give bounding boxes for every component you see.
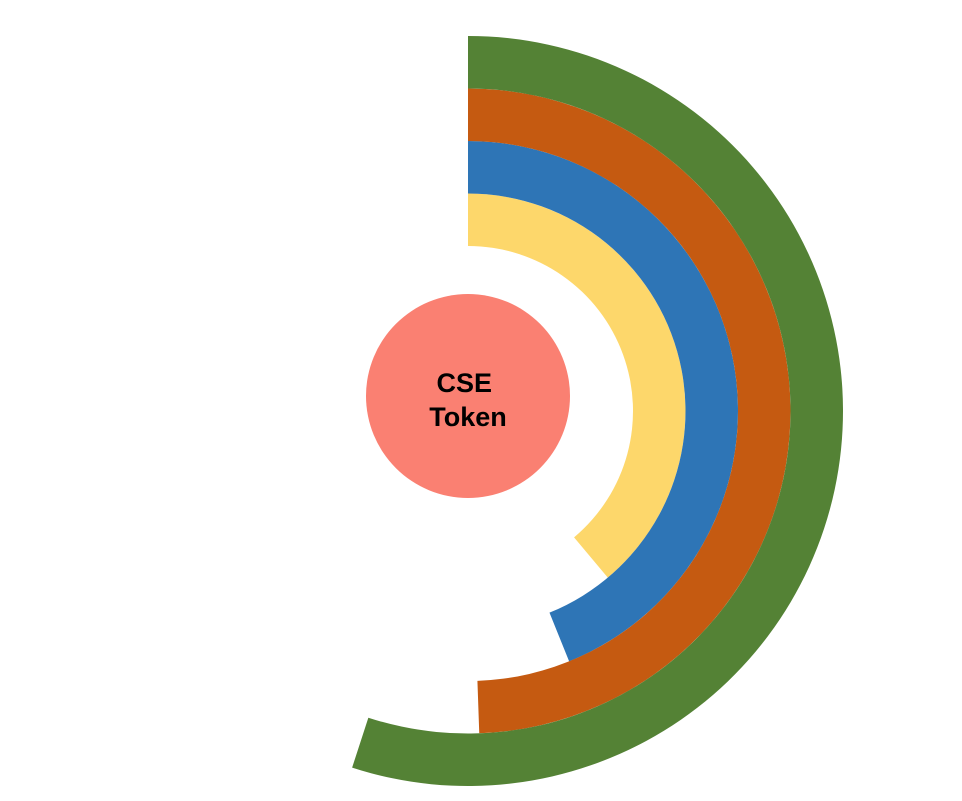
- ring-3: [468, 88, 791, 734]
- ring-1: [468, 193, 686, 578]
- ring-2: [468, 141, 738, 662]
- center-label-line-1: CSE: [436, 368, 492, 398]
- center-label: CSE Token: [429, 368, 507, 432]
- center-circle: [366, 294, 570, 498]
- center-label-line-2: Token: [429, 402, 507, 432]
- rings-group: [352, 36, 844, 786]
